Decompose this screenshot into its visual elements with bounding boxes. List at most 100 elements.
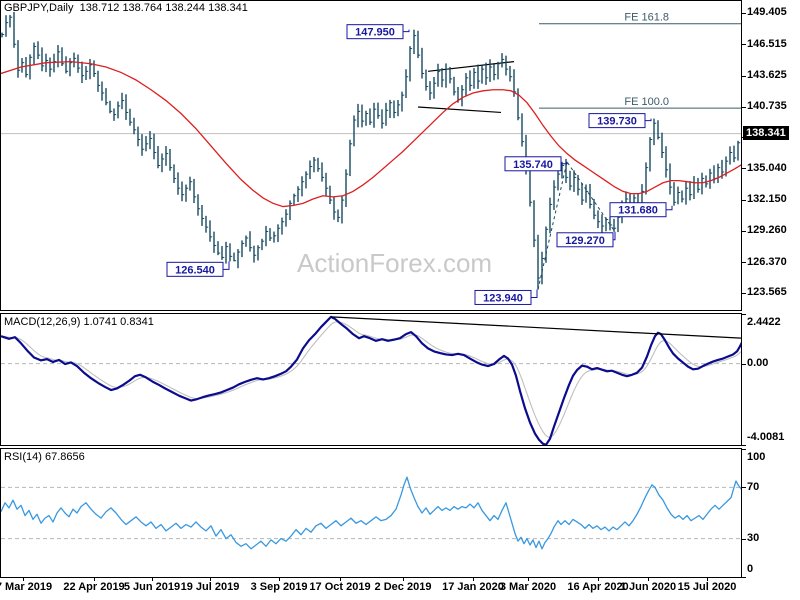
annotation-connector — [645, 118, 652, 122]
rsi-axis-tick — [741, 487, 746, 489]
trendline[interactable] — [417, 106, 502, 114]
date-tick — [528, 577, 529, 581]
annotation-box — [504, 156, 562, 172]
trendline[interactable] — [427, 60, 515, 72]
price-annotation[interactable]: 139.730 — [588, 113, 652, 129]
annotation-price-label: 123.940 — [483, 292, 523, 304]
date-tick — [473, 577, 474, 581]
macd-main-line[interactable] — [1, 315, 741, 445]
price-axis-tick — [741, 262, 746, 264]
rsi-axis-label: 100 — [747, 451, 766, 463]
rsi-axis-tick — [741, 577, 746, 578]
annotation-price-label: 126.540 — [175, 264, 215, 276]
symbol-label: GBPJPY,Daily — [4, 2, 74, 14]
watermark: ActionForex.com — [297, 248, 493, 278]
rsi-indicator-label: RSI(14) 67.8656 — [4, 451, 85, 463]
macd-canvas[interactable] — [1, 314, 741, 445]
fe-level-label: FE 161.8 — [624, 12, 669, 24]
symbol-ohlc-readout: GBPJPY,Daily 138.712 138.764 138.244 138… — [4, 2, 248, 14]
date-label: 16 Apr 2020 — [567, 581, 629, 593]
date-tick — [340, 577, 341, 581]
annotation-connector — [223, 261, 230, 270]
price-axis-tick — [741, 12, 746, 14]
annotation-box — [609, 202, 667, 218]
price-axis-tick — [741, 292, 746, 294]
annotation-connector — [666, 205, 673, 211]
annotation-price-label: 135.740 — [513, 159, 553, 171]
price-annotation[interactable]: 135.740 — [504, 156, 568, 172]
macd-axis-label: 2.4422 — [747, 316, 781, 328]
macd-axis-tick — [741, 363, 746, 365]
rsi-panel[interactable] — [0, 448, 742, 578]
rsi-axis-label: 70 — [747, 480, 760, 493]
date-label: 17 Oct 2019 — [309, 581, 371, 593]
price-axis-label: 126.370 — [747, 255, 787, 268]
date-label: 22 Apr 2019 — [63, 581, 125, 593]
date-label: 5 Jun 2019 — [123, 581, 181, 593]
price-axis-label: 140.735 — [747, 100, 787, 113]
annotation-price-label: 129.270 — [565, 235, 605, 247]
date-label: 15 Jul 2020 — [677, 581, 737, 593]
date-label: 3 Mar 2020 — [499, 581, 557, 593]
price-axis-label: 143.625 — [747, 69, 787, 81]
price-annotation[interactable]: 126.540 — [166, 261, 230, 277]
macd-signal-line[interactable] — [1, 321, 741, 438]
price-annotation[interactable]: 131.680 — [609, 202, 673, 218]
price-axis-label: 146.515 — [747, 37, 787, 50]
annotation-box — [588, 113, 646, 129]
date-tick — [648, 577, 649, 581]
date-tick — [598, 577, 599, 581]
macd-axis-tick — [741, 314, 746, 315]
price-axis-label: 149.405 — [747, 6, 787, 19]
price-axis-tick — [741, 75, 746, 77]
ohlc-bars — [1, 11, 741, 290]
rsi-axis-tick — [741, 538, 746, 540]
annotation-connector — [531, 289, 538, 298]
price-axis-tick — [741, 44, 746, 46]
moving-average-line[interactable] — [1, 60, 741, 208]
date-label: 19 Jul 2019 — [180, 581, 240, 593]
price-axis-label: 129.260 — [747, 224, 787, 237]
annotation-connector — [613, 231, 616, 241]
rsi-line[interactable] — [1, 476, 741, 550]
price-annotation[interactable]: 147.950 — [346, 24, 410, 40]
date-label: 3 Sep 2019 — [250, 581, 308, 593]
date-tick — [279, 577, 280, 581]
date-tick — [707, 577, 708, 581]
macd-panel[interactable] — [0, 313, 742, 446]
rsi-axis-label: 30 — [747, 532, 760, 545]
date-label: 1 Jun 2020 — [619, 581, 677, 593]
price-annotation[interactable]: 123.940 — [474, 289, 538, 305]
annotation-price-label: 147.950 — [355, 27, 395, 39]
date-tick — [23, 577, 24, 581]
price-chart-panel[interactable]: FE 161.8 FE 100.0 147.950 139.730 135.740 131… — [0, 0, 742, 311]
price-chart-canvas[interactable]: FE 161.8 FE 100.0 147.950 139.730 135.740 131… — [1, 1, 741, 310]
macd-trendline[interactable] — [330, 316, 741, 339]
macd-axis-label: 0.00 — [747, 357, 769, 370]
price-axis-tick — [741, 230, 746, 232]
price-axis-label: 132.150 — [747, 193, 787, 206]
rsi-axis-label: 0 — [747, 563, 754, 575]
price-axis-label: 135.040 — [747, 161, 787, 174]
price-axis-tick — [741, 168, 746, 170]
rsi-canvas[interactable] — [1, 449, 741, 577]
price-axis-tick — [741, 199, 746, 201]
date-label: 7 Mar 2019 — [0, 581, 53, 593]
annotation-box — [474, 289, 532, 305]
macd-axis-tick — [741, 445, 746, 446]
date-tick — [94, 577, 95, 581]
date-tick — [152, 577, 153, 581]
annotation-price-label: 131.680 — [618, 205, 658, 217]
annotation-box — [556, 232, 614, 248]
annotation-connector — [561, 161, 568, 165]
annotation-connector — [403, 29, 410, 33]
annotation-price-label: 139.730 — [597, 116, 637, 128]
projection-zigzag-line[interactable] — [537, 160, 616, 290]
rsi-axis-tick — [741, 449, 746, 450]
date-tick — [403, 577, 404, 581]
price-annotation[interactable]: 129.270 — [556, 231, 616, 248]
date-tick — [210, 577, 211, 581]
price-axis-tick — [741, 106, 746, 108]
annotation-box — [346, 24, 404, 40]
